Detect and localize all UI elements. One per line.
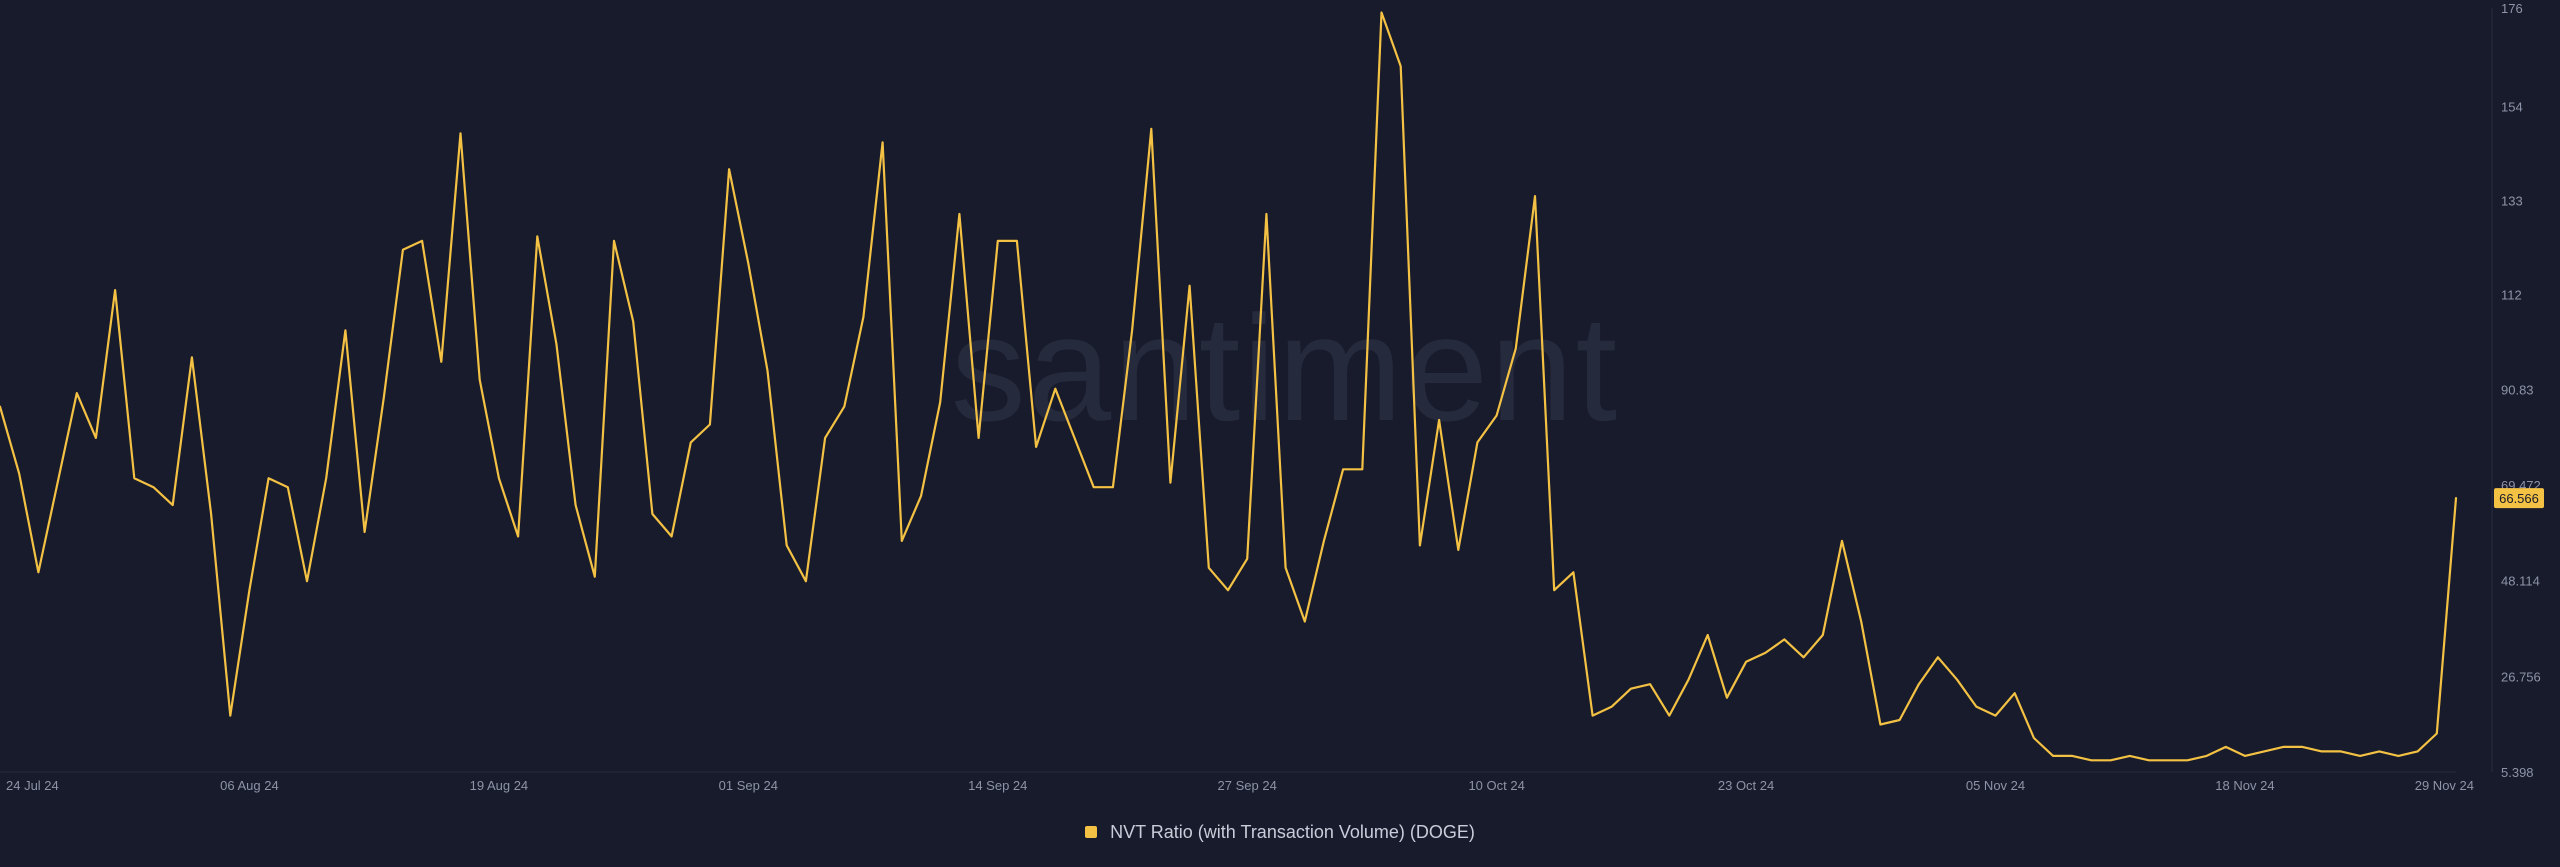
y-tick-label: 112: [2501, 288, 2522, 303]
x-tick-label: 27 Sep 24: [1218, 778, 1277, 793]
legend-label: NVT Ratio (with Transaction Volume) (DOG…: [1110, 822, 1475, 842]
y-tick-label: 48.114: [2501, 574, 2540, 589]
chart-canvas: santiment 5.39826.75648.11469.47290.8311…: [0, 1, 2544, 793]
last-value-badge: [2494, 488, 2544, 509]
y-tick-label: 26.756: [2501, 669, 2541, 684]
y-tick-label: 133: [2501, 194, 2523, 209]
santiment-watermark: santiment: [951, 284, 1619, 452]
x-tick-label: 10 Oct 24: [1468, 778, 1524, 793]
x-tick-label: 18 Nov 24: [2215, 778, 2274, 793]
series-layer: [0, 11, 2458, 762]
x-tick-label: 29 Nov 24: [2415, 778, 2474, 793]
y-tick-label: 176: [2501, 1, 2523, 16]
x-tick-label: 14 Sep 24: [968, 778, 1027, 793]
x-tick-label: 19 Aug 24: [470, 778, 529, 793]
last-value-marker: 66.566: [2494, 488, 2544, 509]
x-tick-label: 23 Oct 24: [1718, 778, 1774, 793]
x-tick-label: 01 Sep 24: [719, 778, 778, 793]
last-value-label: 66.566: [2499, 491, 2539, 506]
series-line-nvt-ratio[interactable]: [0, 11, 2458, 762]
y-tick-label: 90.83: [2501, 382, 2534, 397]
x-axis: 24 Jul 24 06 Aug 24 19 Aug 24 01 Sep 24 14 S…: [0, 771, 2474, 793]
x-tick-label: 05 Nov 24: [1966, 778, 2025, 793]
y-tick-label: 154: [2501, 100, 2523, 115]
legend[interactable]: NVT Ratio (with Transaction Volume) (DOG…: [0, 822, 2560, 843]
legend-swatch: [1085, 826, 1098, 838]
x-tick-label: 24 Jul 24: [6, 778, 59, 793]
x-tick-label: 06 Aug 24: [220, 778, 279, 793]
y-tick-label: 5.398: [2501, 765, 2534, 780]
